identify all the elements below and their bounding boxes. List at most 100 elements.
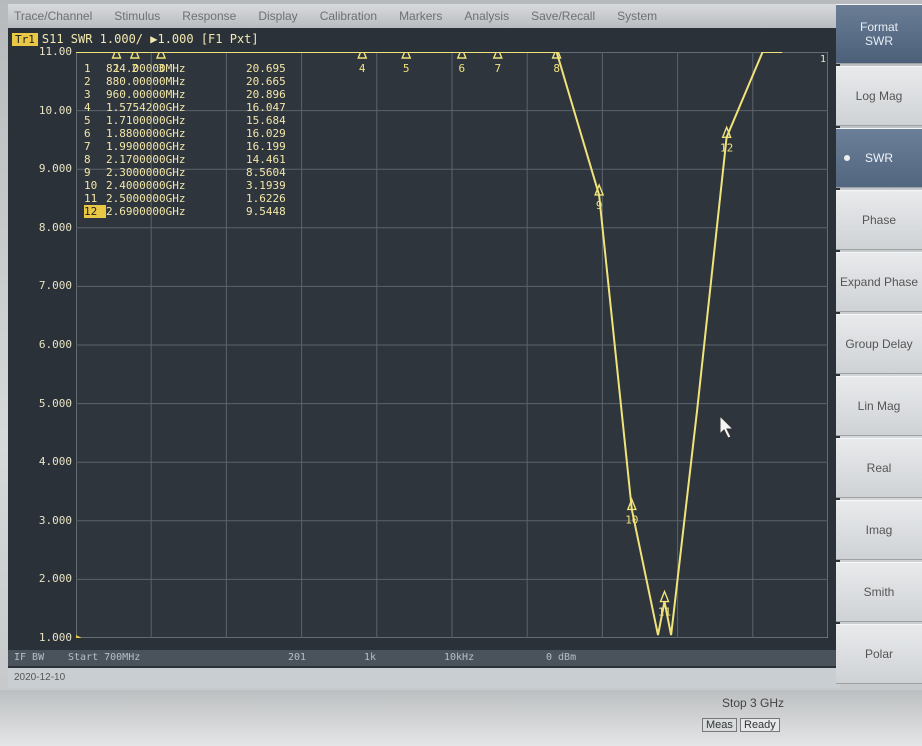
y-axis-label: 7.000 [38, 279, 72, 293]
y-axis-label: 4.000 [38, 455, 72, 469]
marker-triangle [401, 52, 412, 59]
softkey-label: SWR [865, 151, 893, 165]
softkey-smith[interactable]: Smith [836, 562, 922, 622]
selected-dot-icon [844, 155, 850, 161]
menu-response[interactable]: Response [182, 9, 237, 23]
marker-num: 3 [84, 88, 91, 101]
plot-area[interactable]: 1 2 3 4 5 6 7 8 9 10 11 12 1 [76, 52, 828, 638]
marker-row[interactable]: 11 2.5000000GHz 1.6226 [84, 192, 286, 205]
marker-freq: 960.00000MHz [106, 88, 186, 101]
marker-row[interactable]: 3 960.00000MHz 20.896 [84, 88, 286, 101]
marker-row[interactable]: 1 824.00000MHz 20.695 [84, 62, 286, 75]
marker-number: 12 [720, 141, 733, 154]
marker-triangle [456, 52, 467, 59]
softkey-swr[interactable]: SWR [836, 128, 922, 188]
softkey-label: Smith [863, 585, 895, 599]
marker-freq: 1.5754200GHz [106, 101, 186, 114]
marker-row[interactable]: 6 1.8800000GHz 16.029 [84, 127, 286, 140]
status-freq: 10kHz [444, 652, 475, 663]
softkey-expand-phase[interactable]: Expand Phase [836, 252, 922, 312]
marker-value: 20.896 [246, 88, 286, 101]
status-stop[interactable]: Stop 3 GHz [722, 696, 785, 710]
marker-number: 3 [158, 62, 165, 75]
softkey-phase[interactable]: Phase [836, 190, 922, 250]
marker-value: 15.684 [246, 114, 286, 127]
marker-freq: 2.5000000GHz [106, 192, 186, 205]
marker-num: 1 [84, 62, 91, 75]
marker-value: 16.047 [246, 101, 286, 114]
marker-num: 2 [84, 75, 91, 88]
marker-row[interactable]: 7 1.9900000GHz 16.199 [84, 140, 286, 153]
marker-freq: 880.00000MHz [106, 75, 186, 88]
trace-badge: Tr1 [12, 32, 38, 46]
marker-value: 20.695 [246, 62, 286, 75]
y-axis-label: 3.000 [38, 513, 72, 527]
marker-freq: 2.4000000GHz [106, 179, 186, 192]
menu-trace-channel[interactable]: Trace/Channel [14, 9, 93, 23]
status-points: 201 [288, 652, 307, 663]
menu-display[interactable]: Display [258, 9, 298, 23]
marker-num: 11 [84, 192, 98, 205]
softkey-group-delay[interactable]: Group Delay [836, 314, 922, 374]
marker-value: 16.199 [246, 140, 286, 153]
softkey-lin-mag[interactable]: Lin Mag [836, 376, 922, 436]
y-axis-label: 5.000 [38, 396, 72, 410]
softkey-panel: Format SWR Log Mag SWR Phase Expand Phase Grou… [836, 4, 922, 694]
trace-title[interactable]: Tr1 S11 SWR 1.000/ ▶1.000 [F1 Pxt] [12, 31, 259, 47]
marker-number: 8 [553, 62, 560, 75]
menu-markers[interactable]: Markers [399, 9, 443, 23]
trace-number-label: 1 [820, 54, 826, 65]
menu-analysis[interactable]: Analysis [464, 9, 510, 23]
marker-value: 1.6226 [246, 192, 286, 205]
swr-trace-line [76, 52, 783, 636]
marker-row[interactable]: 10 2.4000000GHz 3.1939 [84, 179, 286, 192]
marker-triangle [492, 52, 503, 59]
marker-freq: 2.6900000GHz [106, 205, 186, 218]
marker-freq: 1.7100000GHz [106, 114, 186, 127]
status-start[interactable]: Start 700MHz [68, 652, 141, 663]
softkey-label: Phase [861, 213, 897, 227]
marker-number: 7 [494, 62, 501, 75]
marker-row[interactable]: 8 2.1700000GHz 14.461 [84, 153, 286, 166]
marker-freq: 1.8800000GHz [106, 127, 186, 140]
status-power: 0 dBm [546, 652, 577, 663]
marker-row[interactable]: 2 880.00000MHz 20.665 [84, 75, 286, 88]
softkey-label: Format [859, 20, 898, 34]
menu-calibration[interactable]: Calibration [319, 9, 378, 23]
marker-triangle [155, 52, 167, 59]
marker-number: 11 [658, 606, 671, 619]
marker-number: 5 [403, 62, 410, 75]
marker-triangle [659, 589, 670, 603]
marker-triangle [594, 183, 605, 196]
marker-row[interactable]: 12 2.6900000GHz 9.5448 [84, 205, 286, 218]
marker-freq: 824.00000MHz [106, 62, 186, 75]
marker-freq: 1.9900000GHz [106, 140, 186, 153]
meas-indicator: Meas [702, 718, 737, 732]
marker-triangle [129, 52, 140, 59]
marker-value: 14.461 [246, 153, 286, 166]
menu-stimulus[interactable]: Stimulus [114, 9, 161, 23]
softkey-label: Lin Mag [857, 399, 901, 413]
trace-label: S11 SWR 1.000/ ▶1.000 [F1 Pxt] [41, 32, 259, 46]
marker-triangle [111, 52, 122, 59]
softkey-real[interactable]: Real [836, 438, 922, 498]
marker-num: 5 [84, 114, 91, 127]
softkey-polar[interactable]: Polar [836, 624, 922, 684]
marker-row[interactable]: 9 2.3000000GHz 8.5604 [84, 166, 286, 179]
menu-system[interactable]: System [617, 9, 658, 23]
marker-row[interactable]: 5 1.7100000GHz 15.684 [84, 114, 286, 127]
marker-num: 4 [84, 101, 91, 114]
menu-save-recall[interactable]: Save/Recall [531, 9, 596, 23]
softkey-log-mag[interactable]: Log Mag [836, 66, 922, 126]
marker-number: 4 [359, 62, 366, 75]
y-axis-label: 1.000 [38, 631, 72, 644]
mouse-pointer-icon [719, 414, 735, 439]
y-axis-label: 10.00 [38, 103, 72, 117]
softkey-imag[interactable]: Imag [836, 500, 922, 560]
status-bar-top: IF BW Start 700MHz 201 1k 10kHz 0 dBm [8, 650, 840, 666]
marker-row[interactable]: 4 1.5754200GHz 16.047 [84, 101, 286, 114]
marker-triangle [626, 497, 637, 511]
status-date: 2020-12-10 [14, 672, 66, 683]
analyzer-screen: Trace/Channel Stimulus Response Display … [8, 4, 840, 688]
